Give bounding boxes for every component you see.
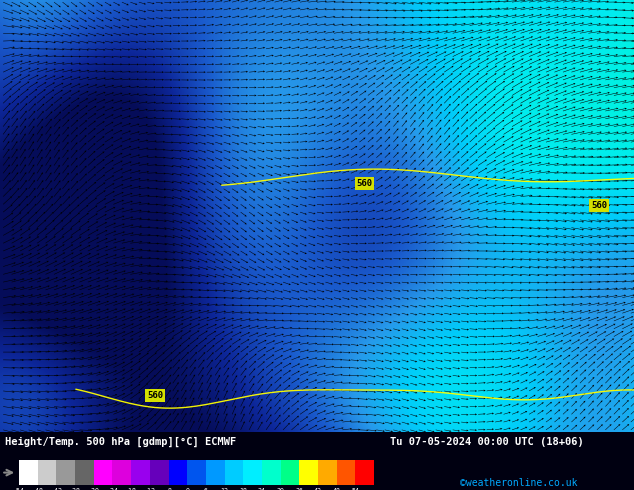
FancyBboxPatch shape <box>318 460 337 486</box>
Text: 36: 36 <box>295 488 303 490</box>
FancyBboxPatch shape <box>56 460 75 486</box>
FancyBboxPatch shape <box>37 460 56 486</box>
Text: ©weatheronline.co.uk: ©weatheronline.co.uk <box>460 478 577 488</box>
FancyBboxPatch shape <box>94 460 112 486</box>
Text: -54: -54 <box>13 488 25 490</box>
Text: -24: -24 <box>107 488 119 490</box>
Text: 24: 24 <box>258 488 266 490</box>
FancyBboxPatch shape <box>112 460 131 486</box>
Text: -8: -8 <box>164 488 172 490</box>
FancyBboxPatch shape <box>281 460 299 486</box>
FancyBboxPatch shape <box>224 460 243 486</box>
FancyBboxPatch shape <box>206 460 224 486</box>
Text: 18: 18 <box>239 488 247 490</box>
Text: -42: -42 <box>50 488 62 490</box>
Text: -38: -38 <box>69 488 81 490</box>
FancyBboxPatch shape <box>169 460 187 486</box>
FancyBboxPatch shape <box>337 460 356 486</box>
Text: 560: 560 <box>147 391 164 400</box>
Text: -30: -30 <box>87 488 100 490</box>
Text: -18: -18 <box>125 488 137 490</box>
FancyBboxPatch shape <box>262 460 281 486</box>
FancyBboxPatch shape <box>19 460 37 486</box>
Text: 54: 54 <box>351 488 359 490</box>
FancyBboxPatch shape <box>243 460 262 486</box>
FancyBboxPatch shape <box>131 460 150 486</box>
Text: 560: 560 <box>356 179 373 188</box>
Text: 0: 0 <box>185 488 189 490</box>
Text: 6: 6 <box>204 488 208 490</box>
FancyBboxPatch shape <box>187 460 206 486</box>
Text: -48: -48 <box>32 488 44 490</box>
Text: Height/Temp. 500 hPa [gdmp][°C] ECMWF: Height/Temp. 500 hPa [gdmp][°C] ECMWF <box>5 437 236 447</box>
Text: 48: 48 <box>333 488 340 490</box>
Text: Tu 07-05-2024 00:00 UTC (18+06): Tu 07-05-2024 00:00 UTC (18+06) <box>390 437 584 447</box>
Text: 12: 12 <box>221 488 229 490</box>
FancyBboxPatch shape <box>75 460 94 486</box>
FancyBboxPatch shape <box>299 460 318 486</box>
Text: 560: 560 <box>591 201 607 210</box>
Text: -12: -12 <box>144 488 156 490</box>
Text: 30: 30 <box>276 488 285 490</box>
FancyBboxPatch shape <box>150 460 169 486</box>
Text: 42: 42 <box>314 488 322 490</box>
FancyBboxPatch shape <box>356 460 374 486</box>
